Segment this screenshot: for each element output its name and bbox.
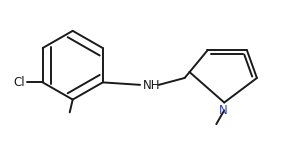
Text: NH: NH (143, 79, 160, 92)
Text: N: N (219, 104, 228, 118)
Text: Cl: Cl (13, 76, 25, 89)
